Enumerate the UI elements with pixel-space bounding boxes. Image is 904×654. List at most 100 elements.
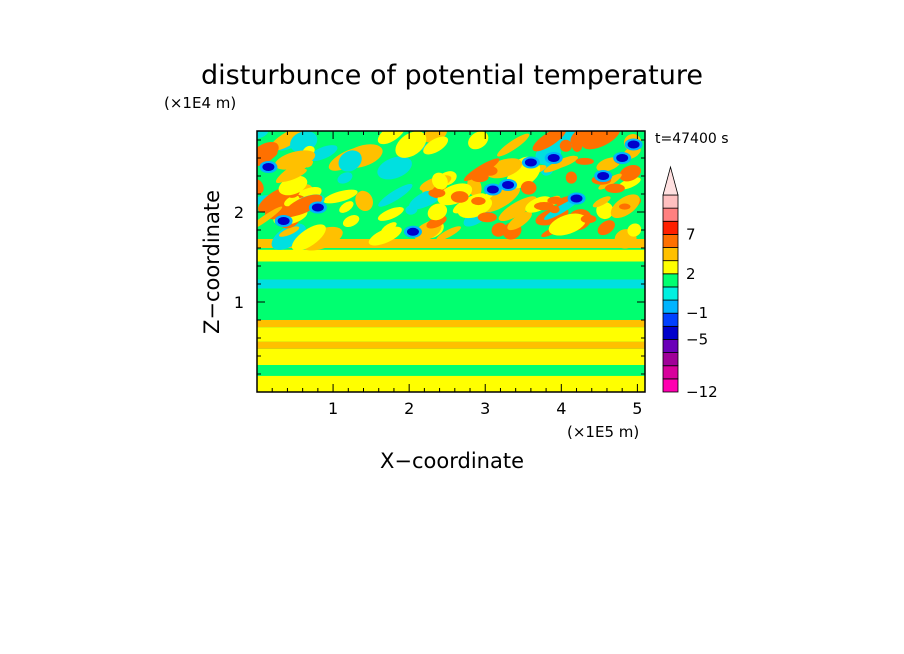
- contour-cell: [450, 191, 469, 203]
- contour-cell: [378, 184, 413, 207]
- colorbar-segment: [662, 260, 679, 275]
- contour-cell: [580, 214, 597, 224]
- contour-cell: [471, 197, 486, 206]
- contour-cell: [377, 156, 412, 180]
- contour-cell: [520, 181, 537, 195]
- contour-band: [257, 341, 645, 349]
- contour-cell: [571, 139, 583, 152]
- x-tick-label: 1: [328, 399, 338, 418]
- contour-cell: [491, 222, 507, 237]
- contour-cell: [619, 203, 631, 210]
- colorbar-segment: [662, 194, 679, 209]
- contour-cell: [486, 185, 499, 194]
- colorbar-tick-label: −12: [686, 383, 718, 401]
- colorbar-segment: [662, 365, 679, 380]
- contour-cell: [547, 196, 563, 205]
- x-unit-label: (×1E5 m): [567, 423, 639, 441]
- contour-cell: [323, 189, 358, 204]
- contour-band: [257, 279, 645, 289]
- contour-cell: [428, 188, 446, 198]
- contour-cell: [597, 172, 610, 180]
- x-axis-label: X−coordinate: [380, 449, 524, 473]
- colorbar-segment: [662, 352, 679, 367]
- contour-cell: [257, 141, 279, 167]
- y-tick-label: 1: [234, 293, 244, 312]
- contour-cell: [498, 196, 537, 222]
- contour-cell: [257, 206, 283, 232]
- colorbar-segment: [662, 207, 679, 222]
- contour-cell: [627, 140, 640, 149]
- contour-cell: [619, 164, 641, 182]
- colorbar-segment: [662, 247, 679, 262]
- contour-cell: [406, 227, 419, 236]
- colorbar-segment: [662, 299, 679, 314]
- colorbar-segment: [662, 220, 679, 235]
- contour-cell: [355, 190, 373, 212]
- x-tick-labels: 1 2 3 4 5: [328, 399, 643, 418]
- x-tick-label: 3: [480, 399, 490, 418]
- y-unit-label: (×1E4 m): [164, 94, 236, 112]
- contour-cell: [395, 131, 427, 158]
- contour-cell: [533, 201, 555, 211]
- contour-cell: [436, 226, 461, 241]
- contour-cell: [597, 220, 615, 236]
- colorbar-segment: [662, 378, 679, 393]
- contour-cell: [604, 183, 625, 193]
- contour-cell: [565, 171, 577, 184]
- y-axis-label: Z−coordinate: [200, 190, 224, 334]
- contour-band: [257, 327, 645, 342]
- contour-cell: [507, 211, 532, 231]
- colorbar-segment: [662, 339, 679, 354]
- axis-ticks: [257, 131, 645, 392]
- contour-cell: [262, 163, 275, 171]
- colorbar-tick-label: −1: [686, 304, 708, 322]
- contour-cell: [616, 154, 629, 162]
- contour-cell: [483, 185, 521, 213]
- colorbar-segment: [662, 233, 679, 248]
- x-tick-label: 4: [556, 399, 566, 418]
- contour-cell: [547, 154, 560, 162]
- contour-cell: [477, 212, 497, 223]
- contour-cell: [339, 201, 354, 213]
- y-tick-labels: 12: [234, 203, 244, 312]
- contour-cell: [427, 203, 448, 221]
- contour-cell: [257, 131, 269, 139]
- contour-cell: [549, 205, 560, 214]
- colorbar: −12−5−127: [662, 165, 718, 401]
- colorbar-segment: [662, 325, 679, 340]
- contour-cell: [423, 136, 449, 155]
- contour-cell: [581, 131, 621, 150]
- contour-cell: [381, 222, 397, 234]
- contour-cell: [368, 226, 402, 246]
- contour-cell: [426, 215, 447, 229]
- contour-cell: [502, 181, 515, 189]
- contour-cell: [592, 196, 611, 208]
- contour-cell: [575, 157, 594, 165]
- contour-cell: [544, 197, 580, 220]
- x-tick-label: 2: [404, 399, 414, 418]
- contour-cell: [377, 207, 404, 221]
- contour-cell: [431, 172, 448, 190]
- contour-cell: [405, 204, 418, 215]
- colorbar-tick-label: −5: [686, 330, 708, 348]
- colorbar-segment: [662, 286, 679, 301]
- contour-cell: [524, 158, 537, 167]
- contour-band: [257, 239, 645, 248]
- contour-cell: [337, 172, 353, 184]
- contour-band: [257, 365, 645, 376]
- x-tick-label: 5: [632, 399, 642, 418]
- contour-cell: [279, 226, 300, 237]
- plot-frame: [256, 130, 646, 393]
- colorbar-segment: [662, 312, 679, 327]
- contour-band: [257, 320, 645, 328]
- contour-band: [257, 249, 645, 262]
- contour-band: [257, 375, 645, 392]
- y-tick-label: 2: [234, 203, 244, 222]
- contour-cell: [308, 145, 338, 161]
- contour-cell: [342, 215, 360, 228]
- contour-cell: [274, 150, 316, 170]
- contour-cell: [468, 131, 489, 150]
- contour-cell: [548, 213, 587, 236]
- contour-cell: [497, 133, 530, 157]
